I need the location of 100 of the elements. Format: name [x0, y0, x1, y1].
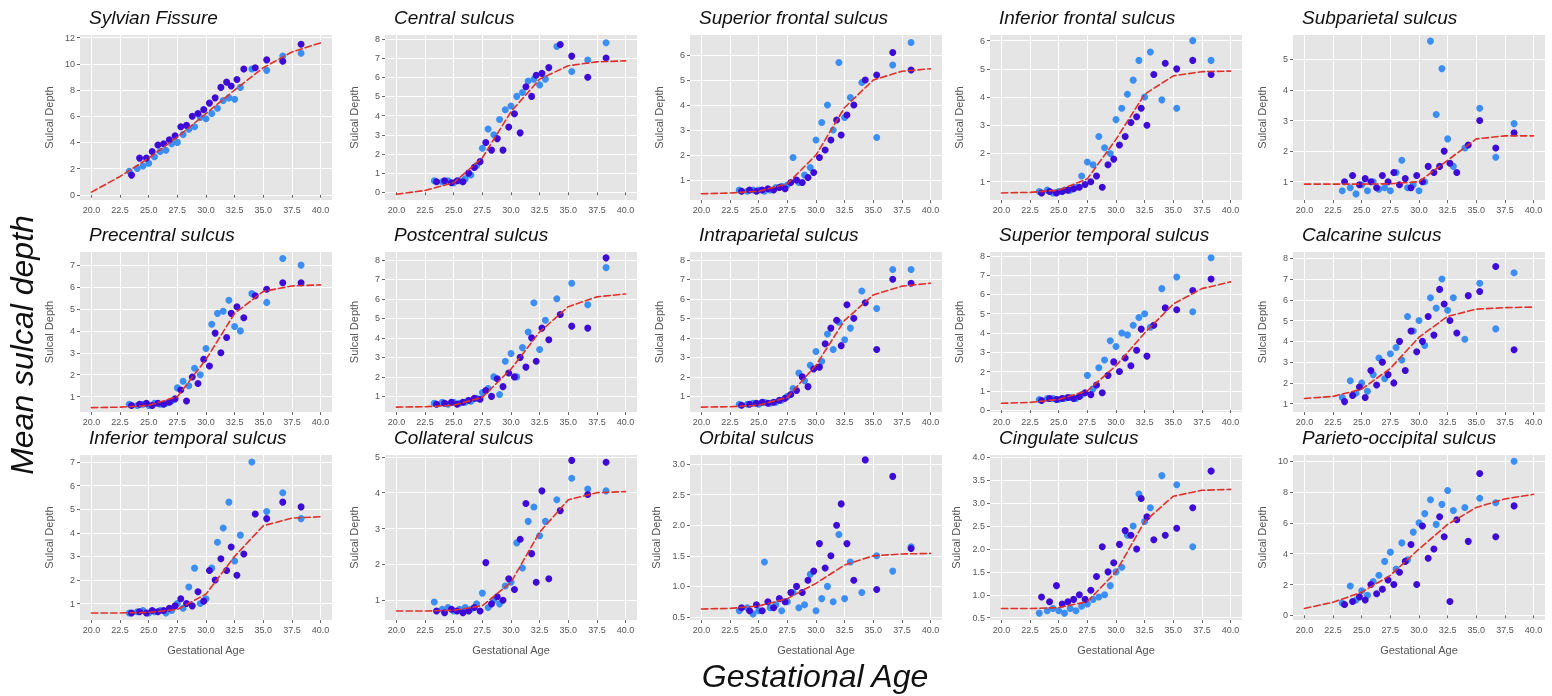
x-tick-label: 35.0: [559, 416, 578, 427]
x-tick-label: 37.5: [893, 416, 911, 427]
x-tick-label: 35.0: [254, 204, 273, 215]
x-tick-label: 30.0: [502, 204, 520, 215]
x-tick-label: 22.5: [721, 204, 739, 215]
chart-title: Parieto-occipital sulcus: [1302, 427, 1497, 448]
y-tick-label: 5: [979, 308, 985, 319]
chart-title: Central sulcus: [394, 7, 515, 28]
y-tick-label: 1: [1282, 398, 1288, 409]
x-tick-label: 37.5: [1496, 204, 1514, 215]
x-tick-label: 37.5: [1193, 204, 1211, 215]
x-tick-label: 40.0: [311, 204, 330, 215]
x-tick-label: 32.5: [530, 204, 549, 215]
y-tick-label: 2.5: [672, 489, 685, 500]
x-tick-label: 27.5: [168, 416, 187, 427]
x-tick-label: 30.0: [502, 624, 520, 635]
y-tick-label: 7: [979, 270, 985, 281]
y-tick-label: 8: [374, 254, 380, 265]
y-tick-label: 4: [1282, 85, 1288, 95]
y-tick-label: 6: [1282, 294, 1288, 305]
x-tick-label: 27.5: [1381, 204, 1400, 215]
x-tick-label: 35.0: [254, 624, 273, 635]
x-tick-label: 35.0: [559, 204, 578, 215]
y-axis-title: Sulcal Depth: [952, 86, 965, 149]
y-tick-label: 0: [1282, 610, 1288, 621]
x-tick-label: 40.0: [1524, 416, 1543, 427]
y-tick-label: 2.0: [672, 520, 685, 531]
y-tick-label: 2: [979, 148, 985, 159]
y-tick-label: 1: [69, 598, 75, 609]
y-tick-label: 1.5: [672, 550, 685, 561]
x-tick-label: 30.0: [1107, 624, 1125, 635]
x-tick-label: 20.0: [992, 204, 1011, 215]
y-axis-title: Sulcal Depth: [347, 86, 360, 149]
y-tick-label: 3: [979, 347, 985, 358]
y-axis-title: Sulcal Depth: [652, 300, 665, 364]
x-tick-label: 37.5: [283, 624, 301, 635]
y-tick-label: 3.5: [972, 475, 985, 486]
y-tick-label: 2: [374, 148, 380, 159]
chart-title: Collateral sulcus: [394, 427, 534, 448]
x-tick-label: 40.0: [1221, 204, 1240, 215]
y-tick-label: 5: [679, 75, 685, 85]
x-tick-label: 30.0: [502, 416, 520, 427]
y-tick-label: 2: [1282, 377, 1288, 388]
y-axis-title: Sulcal Depth: [1255, 300, 1268, 364]
x-tick-label: 27.5: [1078, 204, 1097, 215]
y-tick-label: 6: [1282, 517, 1288, 528]
x-tick-label: 32.5: [1438, 204, 1457, 215]
x-tick-label: 35.0: [1467, 204, 1486, 215]
x-tick-label: 32.5: [1135, 624, 1154, 635]
x-tick-label: 22.5: [1021, 624, 1039, 635]
y-tick-label: 4: [374, 110, 380, 121]
y-tick-label: 1: [979, 385, 985, 396]
chart-title: Superior frontal sulcus: [699, 7, 889, 28]
x-tick-label: 22.5: [416, 204, 434, 215]
y-tick-label: 8: [1282, 253, 1288, 264]
x-tick-label: 30.0: [197, 416, 215, 427]
x-tick-label: 30.0: [1107, 416, 1125, 427]
chart-title: Inferior temporal sulcus: [89, 427, 287, 448]
x-tick-label: 22.5: [111, 204, 129, 215]
x-tick-label: 32.5: [835, 416, 854, 427]
x-tick-label: 32.5: [835, 204, 854, 215]
y-tick-label: 1.0: [972, 589, 985, 600]
y-tick-label: 8: [679, 254, 685, 265]
x-tick-label: 30.0: [197, 204, 215, 215]
x-tick-label: 35.0: [1467, 624, 1486, 635]
x-tick-label: 25.0: [1352, 624, 1371, 635]
y-tick-label: 6: [374, 293, 380, 304]
y-tick-label: 4: [69, 137, 75, 148]
x-tick-label: 27.5: [778, 416, 797, 427]
y-tick-label: 1.0: [672, 581, 685, 592]
text: Mean sulcal depth: [4, 215, 40, 475]
y-tick-label: 1: [1282, 176, 1288, 187]
x-tick-label: 37.5: [893, 624, 911, 635]
x-tick-label: 40.0: [1221, 416, 1240, 427]
x-tick-label: 37.5: [1496, 416, 1514, 427]
x-tick-label: 25.0: [1352, 416, 1371, 427]
x-tick-label: 30.0: [807, 204, 825, 215]
y-axis-title: Sulcal Depth: [347, 300, 360, 364]
x-tick-label: 25.0: [139, 416, 158, 427]
y-axis-title: Sulcal Depth: [950, 506, 963, 569]
x-tick-label: 20.0: [692, 204, 711, 215]
y-tick-label: 6: [69, 480, 75, 491]
chart-title: Precentral sulcus: [89, 224, 236, 245]
y-tick-label: 2: [679, 371, 685, 382]
x-tick-label: 25.0: [749, 624, 768, 635]
x-tick-label: 25.0: [1049, 204, 1068, 215]
y-tick-label: 4: [979, 327, 985, 338]
y-tick-label: 6: [69, 111, 75, 122]
y-tick-label: 10: [1277, 456, 1288, 467]
y-tick-label: 5: [69, 504, 75, 515]
x-tick-label: 27.5: [473, 204, 492, 215]
y-tick-label: 0: [979, 405, 985, 416]
x-tick-label: 22.5: [1324, 416, 1342, 427]
x-tick-label: 27.5: [1381, 624, 1400, 635]
y-tick-label: 3: [679, 352, 685, 363]
x-tick-label: 25.0: [1352, 204, 1371, 215]
y-tick-label: 4: [1282, 548, 1288, 559]
x-tick-label: 35.0: [864, 624, 883, 635]
y-tick-label: 0.5: [672, 611, 685, 622]
x-tick-label: 37.5: [893, 204, 911, 215]
